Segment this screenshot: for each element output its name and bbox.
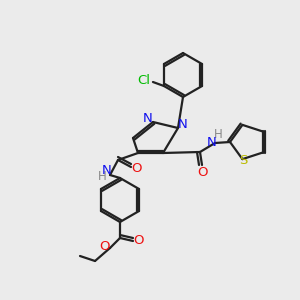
Text: O: O	[132, 161, 142, 175]
Text: O: O	[99, 241, 109, 254]
Text: O: O	[134, 233, 144, 247]
Text: Cl: Cl	[137, 74, 150, 88]
Text: H: H	[98, 170, 106, 184]
Text: H: H	[214, 128, 222, 142]
Text: N: N	[143, 112, 153, 124]
Text: S: S	[239, 154, 247, 166]
Text: N: N	[102, 164, 112, 178]
Text: N: N	[178, 118, 188, 130]
Text: O: O	[197, 166, 207, 178]
Text: N: N	[207, 136, 217, 148]
